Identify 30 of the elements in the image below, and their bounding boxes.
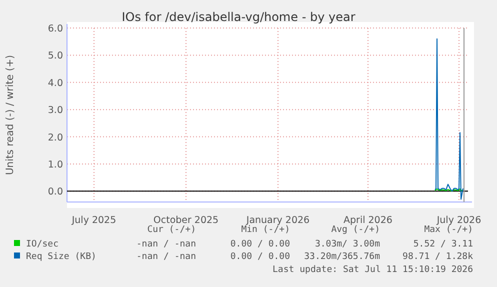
y-tick-label: 6.0 [48,24,63,34]
text: Max (-/+) [424,225,473,235]
y-tick-label: 5.0 [48,50,63,62]
text: Min (-/+) [241,225,290,235]
text: -nan / -nan [136,252,196,262]
x-tick-label: July 2025 [70,215,116,226]
y-axis-title: Units read (-) / write (+) [5,54,16,176]
line-series [434,38,464,200]
x-tick-label: July 2026 [436,215,482,226]
y-tick-label: 3.0 [48,105,63,116]
text: 3.03m/ 3.00m [314,240,380,250]
legend-label: IO/sec [26,240,59,250]
chart-title: IOs for /dev/isabella-vg/home - by year [122,10,356,24]
text: Avg (-/+) [331,225,380,235]
y-tick-label: 2.0 [48,132,63,144]
x-tick-label: October 2025 [153,215,219,226]
text: 5.52 / 3.11 [413,240,473,250]
text: Last update: Sat Jul 11 15:10:19 2026 [272,265,473,275]
text: Cur (-/+) [147,225,196,235]
x-tick-label: April 2026 [344,215,392,226]
text: 33.20m/365.76m [304,252,380,262]
y-tick-label: 4.0 [48,78,63,89]
text: 98.71 / 1.28k [402,252,474,262]
y-tick-label: 0.0 [48,186,63,198]
text: 0.00 / 0.00 [230,240,290,250]
y-tick-label: 1.0 [48,159,63,170]
text: -nan / -nan [136,240,196,250]
legend-label: Req Size (KB) [26,252,96,262]
x-tick-label: January 2026 [245,215,310,226]
text: 0.00 / 0.00 [230,252,290,262]
